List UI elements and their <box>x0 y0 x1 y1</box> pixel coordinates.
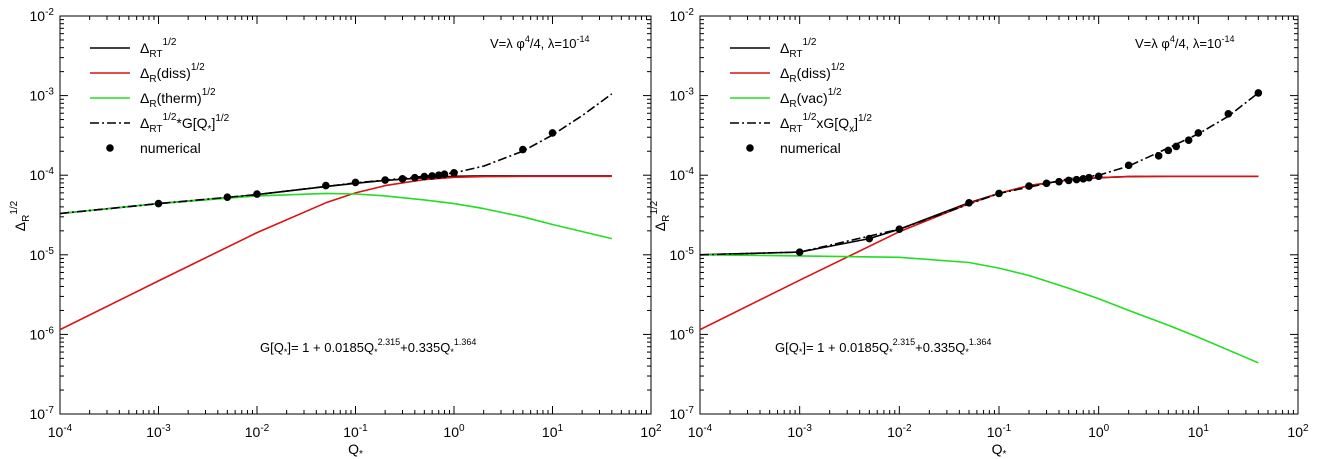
y-tick-label: 10-6 <box>670 325 695 342</box>
data-point <box>1194 129 1203 137</box>
data-point <box>322 181 330 190</box>
data-point <box>995 189 1003 198</box>
formula-annotation: G[Q*]= 1 + 0.0185Q*2.315+0.335Q*1.364 <box>775 337 991 357</box>
data-point <box>1164 146 1173 155</box>
series-line-3 <box>60 192 612 240</box>
x-tick-label: 101 <box>542 423 564 440</box>
data-point <box>253 190 261 198</box>
y-tick-label: 10-5 <box>670 246 695 263</box>
legend-label: ΔRT1/2*G[Q*]1/2 <box>140 112 230 135</box>
x-tick-label: 10-2 <box>887 423 912 440</box>
series-line-2 <box>60 175 612 331</box>
svg-text:ΔR1/2: ΔR1/2 <box>649 200 672 231</box>
x-tick-label: 10-4 <box>688 423 713 440</box>
data-point <box>965 199 973 207</box>
chart-panel-1: 10-4 10-3 10-2 10-1 100 101 102 10-7 10-6 10-5 10-… <box>9 7 662 459</box>
x-tick-label: 10-4 <box>48 423 73 440</box>
x-tick-label: 10-1 <box>343 423 368 440</box>
y-tick-label: 10-3 <box>30 87 55 104</box>
data-point <box>1079 175 1088 183</box>
formula-annotation: G[Q*]= 1 + 0.0185Q*2.315+0.335Q*1.364 <box>260 337 476 357</box>
x-axis-label: Q* <box>992 441 1007 459</box>
data-point <box>1094 172 1103 181</box>
data-point <box>548 129 557 137</box>
series-line-3 <box>700 254 1259 364</box>
data-point <box>434 171 443 179</box>
y-tick-label: 10-6 <box>30 325 55 342</box>
data-point <box>440 170 449 178</box>
series-line-1 <box>700 175 1259 256</box>
svg-text:ΔR1/2: ΔR1/2 <box>9 200 32 231</box>
x-tick-label: 10-1 <box>987 423 1012 440</box>
potential-annotation: V=λ φ4/4, λ=10-14 <box>1135 34 1234 51</box>
legend-marker <box>106 144 114 152</box>
data-point <box>1042 179 1051 188</box>
data-point <box>1224 110 1233 118</box>
data-point <box>1172 142 1181 151</box>
data-point <box>1072 175 1081 184</box>
legend-label: ΔR(diss)1/2 <box>140 62 205 85</box>
x-tick-label: 10-3 <box>787 423 812 440</box>
legend-label: ΔRT1/2xG[Qx]1/2 <box>780 112 872 135</box>
data-point <box>381 176 389 184</box>
x-tick-label: 100 <box>443 423 465 440</box>
y-tick-label: 10-3 <box>670 87 695 104</box>
data-point <box>411 173 419 182</box>
data-point <box>795 248 804 256</box>
data-point <box>428 172 436 180</box>
data-point <box>1025 182 1033 190</box>
data-point <box>420 172 429 181</box>
data-point <box>1254 89 1263 97</box>
series-line-1 <box>60 175 612 215</box>
legend-label: ΔRT1/2 <box>780 37 817 60</box>
x-tick-label: 102 <box>640 423 662 440</box>
y-tick-label: 10-7 <box>30 405 55 422</box>
series-group <box>700 89 1263 364</box>
series-group <box>60 93 613 331</box>
legend-label: ΔR(therm)1/2 <box>140 87 216 110</box>
legend-label: ΔRT1/2 <box>140 37 177 60</box>
legend-label: numerical <box>140 140 201 156</box>
data-point <box>154 199 163 208</box>
data-point <box>1055 177 1063 186</box>
x-axis-label: Q* <box>348 441 363 459</box>
legend-label: ΔR(diss)1/2 <box>780 62 845 85</box>
y-axis-label: ΔR1/2 <box>9 200 32 231</box>
data-point <box>519 145 527 154</box>
y-tick-label: 10-2 <box>30 7 55 24</box>
data-point <box>1184 136 1193 145</box>
legend-marker <box>746 144 754 152</box>
y-tick-label: 10-4 <box>30 166 55 183</box>
legend-label: numerical <box>780 140 841 156</box>
data-point <box>895 225 904 233</box>
x-tick-label: 10-2 <box>245 423 270 440</box>
data-point <box>450 169 458 177</box>
data-point <box>1085 173 1093 182</box>
legend-label: ΔR(vac)1/2 <box>780 87 842 110</box>
x-tick-label: 100 <box>1088 423 1110 440</box>
data-point <box>223 193 232 201</box>
y-tick-label: 10-2 <box>670 7 695 24</box>
data-point <box>1064 176 1073 185</box>
potential-annotation: V=λ φ4/4, λ=10-14 <box>490 34 589 51</box>
x-tick-label: 102 <box>1287 423 1309 440</box>
data-point <box>398 175 407 183</box>
chart-panel-2: 10-4 10-3 10-2 10-1 100 101 102 10-7 10-6 10-5 10-… <box>649 7 1309 459</box>
x-tick-label: 10-3 <box>146 423 171 440</box>
data-point <box>1154 152 1163 160</box>
data-point <box>351 178 360 187</box>
y-axis-label: ΔR1/2 <box>649 200 672 231</box>
data-point <box>1124 161 1133 170</box>
y-tick-label: 10-7 <box>670 405 695 422</box>
y-tick-label: 10-5 <box>30 246 55 263</box>
x-tick-label: 101 <box>1188 423 1210 440</box>
y-tick-label: 10-4 <box>670 166 695 183</box>
data-point <box>865 234 874 243</box>
